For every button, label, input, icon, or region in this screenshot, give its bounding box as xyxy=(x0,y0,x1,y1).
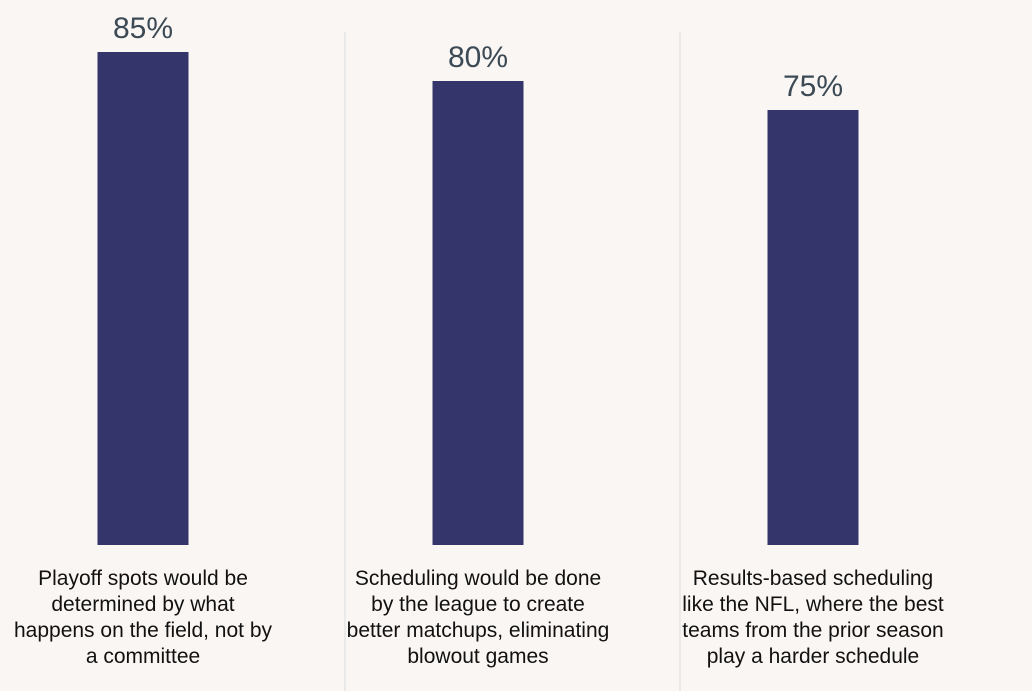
bar-3 xyxy=(767,110,859,545)
category-label-3: Results-based scheduling like the NFL, w… xyxy=(682,567,944,668)
value-labels-group: 85% 80% 75% xyxy=(113,12,843,103)
column-dividers xyxy=(344,32,681,691)
value-label-3: 75% xyxy=(783,70,843,103)
value-label-1: 85% xyxy=(113,12,173,45)
category-label-2: Scheduling would be done by the league t… xyxy=(346,567,610,668)
value-label-2: 80% xyxy=(448,41,508,74)
bar-1 xyxy=(97,52,189,545)
category-label-1: Playoff spots would be determined by wha… xyxy=(13,567,273,668)
bar-2 xyxy=(432,81,524,545)
bars-group xyxy=(97,52,859,545)
